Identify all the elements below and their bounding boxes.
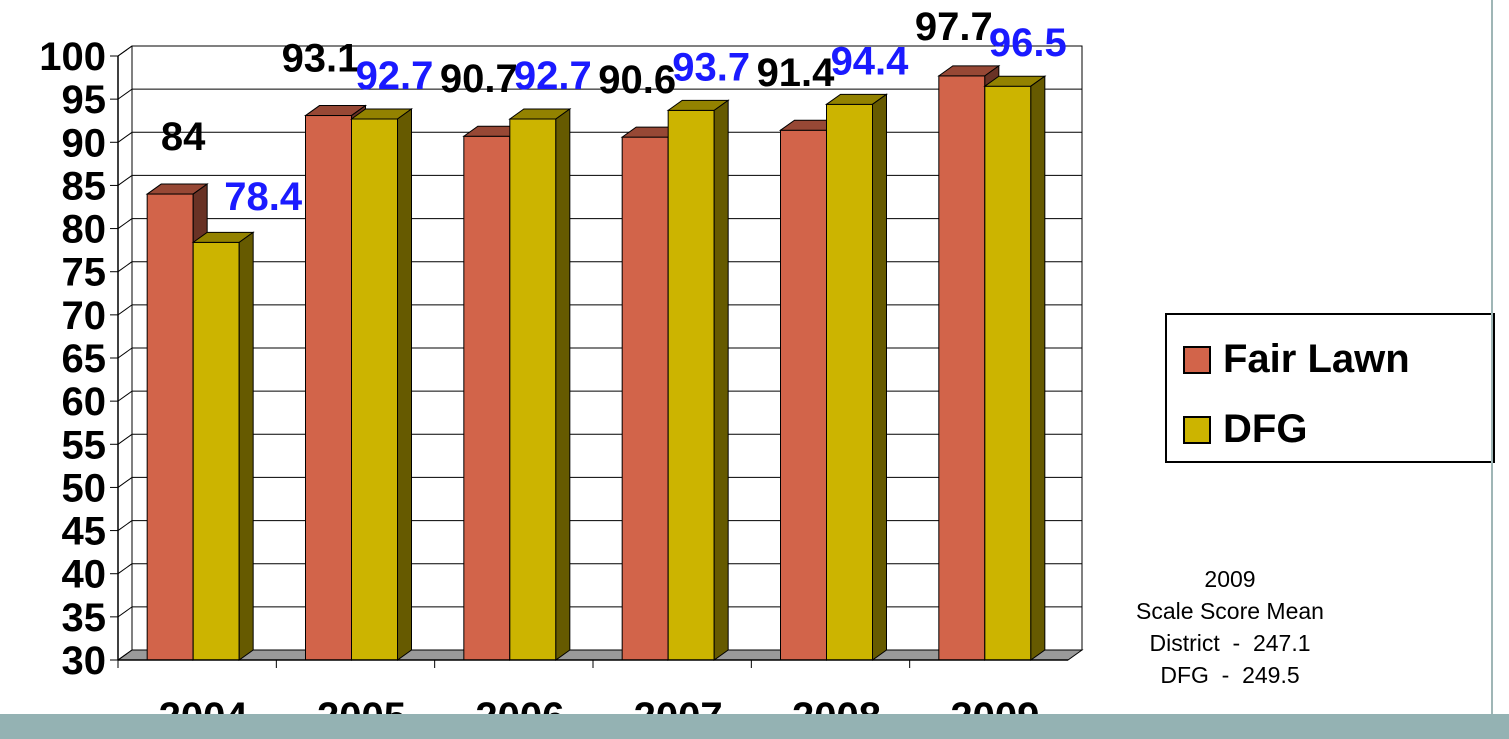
- bar-front: [826, 103, 873, 661]
- bar-side: [713, 99, 729, 661]
- bar-dfg-2004: [191, 231, 255, 661]
- bar-front: [509, 118, 557, 661]
- bar-side: [397, 108, 412, 661]
- bar-side: [1030, 75, 1046, 661]
- bar-dfg-2007: [666, 99, 730, 661]
- gridline-depth: [117, 304, 133, 316]
- bar-front: [938, 75, 986, 661]
- value-label-fair-lawn-2006: 90.7: [440, 57, 518, 101]
- bar-front: [192, 241, 240, 661]
- y-tick-label: 45: [62, 510, 107, 554]
- grid-layer: [116, 45, 1084, 661]
- note-title: Scale Score Mean: [1136, 598, 1324, 624]
- y-tick-label: 80: [62, 208, 107, 252]
- value-label-fair-lawn-2009: 97.7: [915, 5, 993, 49]
- bar-side: [555, 108, 571, 661]
- value-label-dfg-2007: 93.7: [672, 45, 750, 89]
- gridline-depth: [117, 390, 133, 402]
- bar-front: [305, 115, 352, 661]
- y-tick-label: 85: [62, 164, 107, 208]
- gridline-depth: [117, 261, 133, 273]
- gridline-depth: [117, 131, 133, 143]
- gridline-depth: [117, 347, 133, 359]
- value-label-fair-lawn-2005: 93.1: [282, 37, 360, 81]
- legend-label-fair-lawn: Fair Lawn: [1223, 337, 1410, 381]
- gridline-depth: [117, 520, 133, 531]
- y-tick-label: 35: [62, 596, 107, 640]
- note-dfg: DFG - 249.5: [1160, 662, 1300, 688]
- bar-front: [780, 129, 827, 661]
- gridline-depth: [117, 175, 133, 186]
- score-note: 2009 Scale Score Mean District - 247.1 D…: [1080, 563, 1380, 691]
- value-label-fair-lawn-2004: 84: [161, 115, 206, 159]
- gridline-depth: [117, 606, 133, 618]
- bar-front: [621, 136, 669, 661]
- gridline-depth: [117, 649, 133, 661]
- gridline-depth: [117, 433, 133, 445]
- bar-dfg-2005: [349, 108, 414, 661]
- gridline-depth: [117, 88, 133, 100]
- y-tick-label: 60: [62, 380, 107, 424]
- slide-border-rule: [1491, 0, 1493, 714]
- y-tick-label: 70: [62, 294, 107, 338]
- value-label-dfg-2004: 78.4: [224, 175, 303, 219]
- bar-front: [667, 109, 715, 661]
- y-tick-label: 40: [62, 553, 107, 597]
- y-tick-label: 50: [62, 466, 107, 510]
- y-tick-label: 95: [62, 78, 107, 122]
- bar-front: [146, 193, 194, 661]
- note-district: District - 247.1: [1149, 630, 1311, 656]
- bar-dfg-2009: [983, 75, 1047, 661]
- bar-side: [238, 231, 254, 661]
- value-label-fair-lawn-2008: 91.4: [757, 51, 836, 95]
- legend-item-fair-lawn: Fair Lawn: [1183, 337, 1410, 382]
- bar-front: [351, 118, 398, 661]
- y-tick-label: 30: [62, 639, 107, 683]
- legend: Fair Lawn DFG: [1165, 313, 1495, 463]
- plot-floor: [116, 649, 1084, 661]
- value-label-dfg-2006: 92.7: [514, 54, 592, 98]
- y-tick-label: 55: [62, 423, 107, 467]
- bar-side: [872, 93, 887, 661]
- legend-swatch-dfg: [1183, 415, 1211, 444]
- note-year: 2009: [1204, 566, 1256, 592]
- y-axis-top-depth: [117, 45, 133, 57]
- y-tick-label: 75: [62, 251, 107, 295]
- gridline-depth: [117, 218, 133, 229]
- footer-band: [0, 714, 1509, 739]
- value-label-dfg-2009: 96.5: [989, 21, 1067, 65]
- bar-dfg-2006: [508, 108, 572, 661]
- y-tick-label: 90: [62, 121, 107, 165]
- bar-dfg-2008: [824, 93, 889, 661]
- value-label-dfg-2005: 92.7: [356, 54, 434, 98]
- gridline-depth: [117, 477, 133, 488]
- value-label-fair-lawn-2007: 90.6: [598, 58, 676, 102]
- legend-item-dfg: DFG: [1183, 407, 1307, 452]
- y-tick-label: 100: [39, 35, 106, 79]
- legend-label-dfg: DFG: [1223, 407, 1308, 451]
- bar-front: [463, 135, 511, 661]
- gridline-depth: [117, 563, 133, 575]
- y-tick-label: 65: [62, 337, 107, 381]
- value-label-dfg-2008: 94.4: [831, 39, 910, 83]
- legend-swatch-fair-lawn: [1183, 345, 1211, 374]
- bar-front: [984, 85, 1032, 661]
